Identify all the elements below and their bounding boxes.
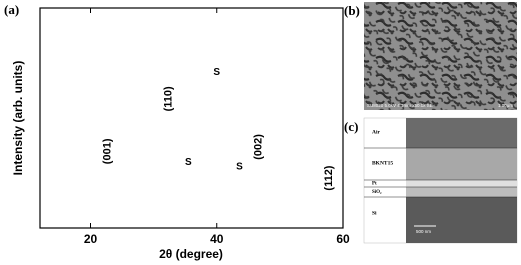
- x-tick-label: 20: [84, 232, 98, 246]
- peak-label: (001): [101, 138, 113, 164]
- y-axis-label: Intensity (arb. units): [11, 61, 25, 176]
- layer-label: Si: [372, 210, 377, 216]
- sem-caption: SU8020 5.0kV 4.1mm x50.0k SE: [367, 103, 433, 108]
- layer-label: BKNT15: [372, 160, 393, 166]
- cross-section: [363, 117, 518, 244]
- layer-label: Air: [372, 129, 381, 135]
- sem-texture: [364, 2, 517, 110]
- oxide-layer: [406, 187, 517, 197]
- peak-label: (002): [252, 134, 264, 160]
- panel-label: (c): [344, 119, 358, 134]
- pt-layer: [406, 180, 517, 187]
- peak-label: (110): [163, 86, 175, 111]
- peak-label: S: [236, 161, 243, 172]
- peak-label: S: [185, 157, 192, 168]
- x-tick-label: 60: [336, 232, 350, 246]
- air-region: [406, 118, 517, 148]
- panel-label: (a): [4, 2, 19, 17]
- sem-scale: 1.00μm: [498, 103, 513, 108]
- x-tick-label: 40: [210, 232, 224, 246]
- peak-label: S: [213, 67, 220, 78]
- layer-label: SiO₂: [372, 190, 382, 195]
- scale-label: 500 nm: [416, 229, 431, 234]
- layer-label: Pt: [372, 182, 377, 187]
- plot-frame: [39, 7, 344, 229]
- film-layer: [406, 148, 517, 180]
- x-axis-label: 2θ (degree): [159, 247, 223, 261]
- peak-label: (112): [323, 165, 335, 190]
- si-layer: [406, 197, 517, 243]
- panel-label: (b): [344, 3, 360, 18]
